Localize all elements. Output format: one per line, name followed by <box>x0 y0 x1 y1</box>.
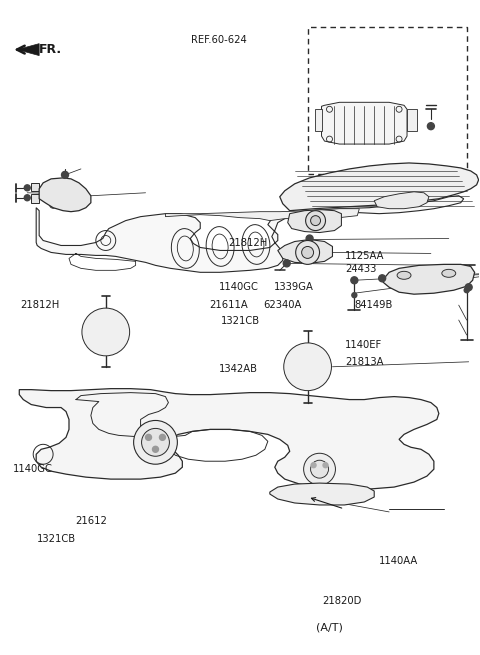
Circle shape <box>153 446 158 452</box>
Text: REF.60-624: REF.60-624 <box>192 35 247 45</box>
Text: (A/T): (A/T) <box>316 622 343 632</box>
Circle shape <box>159 434 166 440</box>
Circle shape <box>311 215 321 225</box>
Polygon shape <box>31 194 39 203</box>
Text: 1342AB: 1342AB <box>218 364 258 373</box>
Text: 21812H: 21812H <box>228 238 267 248</box>
Text: 1321CB: 1321CB <box>221 316 260 326</box>
Polygon shape <box>322 102 407 144</box>
Text: 1339GA: 1339GA <box>274 282 313 292</box>
Polygon shape <box>407 109 417 131</box>
Polygon shape <box>17 44 39 56</box>
Circle shape <box>292 351 324 383</box>
Polygon shape <box>19 388 439 489</box>
Text: 1140GC: 1140GC <box>13 464 53 474</box>
Text: 21612: 21612 <box>75 516 107 526</box>
Polygon shape <box>36 196 464 272</box>
Circle shape <box>94 320 118 344</box>
Circle shape <box>311 462 316 468</box>
Circle shape <box>306 211 325 231</box>
Text: 1321CB: 1321CB <box>37 534 76 544</box>
Circle shape <box>86 312 126 352</box>
Polygon shape <box>39 178 91 212</box>
Text: 1140EF: 1140EF <box>345 340 382 350</box>
Text: 62340A: 62340A <box>263 300 301 310</box>
Text: 21813A: 21813A <box>345 357 384 367</box>
Text: 21820D: 21820D <box>322 596 361 606</box>
Circle shape <box>465 284 472 291</box>
Circle shape <box>61 172 69 178</box>
Circle shape <box>288 347 327 386</box>
Circle shape <box>323 462 328 468</box>
Polygon shape <box>280 163 479 211</box>
Circle shape <box>464 288 469 293</box>
Polygon shape <box>314 109 322 131</box>
Circle shape <box>98 324 114 340</box>
Circle shape <box>284 343 332 390</box>
Polygon shape <box>288 210 341 233</box>
Text: FR.: FR. <box>38 43 62 56</box>
Text: 21611A: 21611A <box>209 300 248 310</box>
Circle shape <box>379 275 385 282</box>
Text: 1140AA: 1140AA <box>378 555 418 566</box>
Circle shape <box>296 240 320 265</box>
Text: 1140GC: 1140GC <box>218 282 258 292</box>
Circle shape <box>427 122 434 130</box>
Polygon shape <box>374 192 429 209</box>
Circle shape <box>306 235 313 242</box>
Polygon shape <box>383 265 475 294</box>
Circle shape <box>283 260 290 267</box>
Circle shape <box>142 428 169 457</box>
Circle shape <box>296 355 320 379</box>
Circle shape <box>352 293 357 297</box>
Polygon shape <box>278 240 333 263</box>
Circle shape <box>24 185 30 191</box>
Polygon shape <box>31 183 39 191</box>
Circle shape <box>311 460 328 478</box>
Circle shape <box>24 195 30 200</box>
Circle shape <box>351 277 358 284</box>
Text: 84149B: 84149B <box>355 300 393 310</box>
Circle shape <box>304 453 336 485</box>
Circle shape <box>300 359 315 375</box>
FancyBboxPatch shape <box>308 27 467 174</box>
Ellipse shape <box>442 269 456 277</box>
Circle shape <box>301 246 313 259</box>
Ellipse shape <box>397 271 411 279</box>
Circle shape <box>133 421 178 464</box>
Text: 24433: 24433 <box>345 264 376 274</box>
Circle shape <box>145 434 152 440</box>
Text: 1125AA: 1125AA <box>345 251 384 261</box>
Circle shape <box>82 308 130 356</box>
Text: 21812H: 21812H <box>21 300 60 310</box>
Polygon shape <box>270 483 374 505</box>
Circle shape <box>90 316 122 348</box>
Polygon shape <box>166 209 360 221</box>
